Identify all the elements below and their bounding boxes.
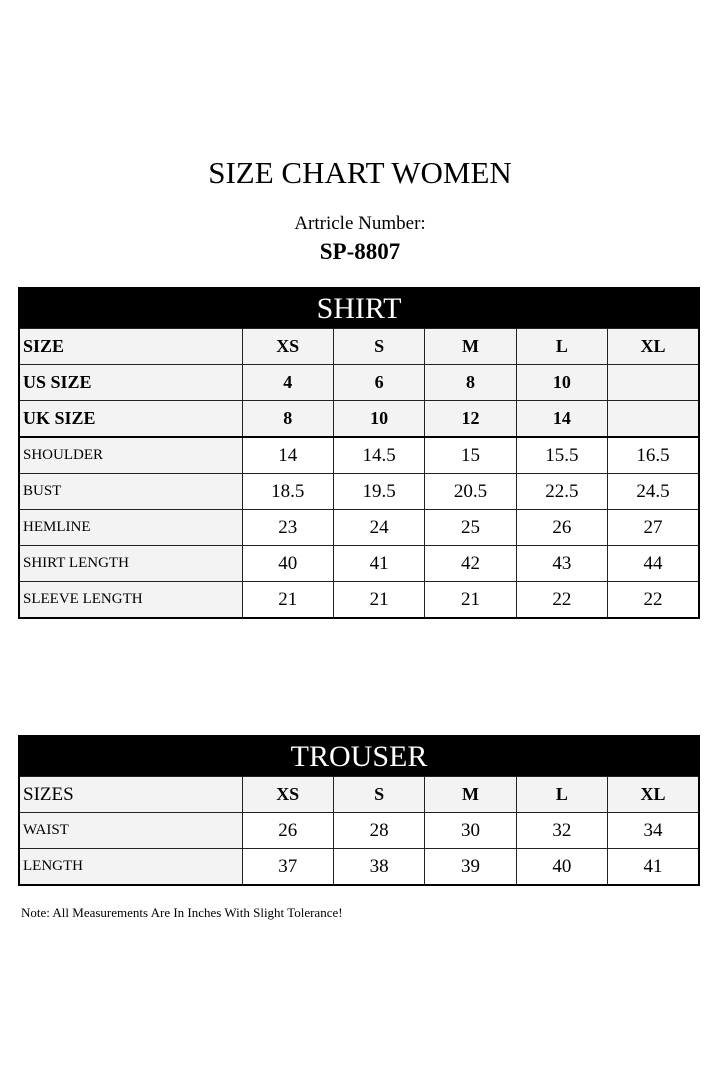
size-cell: 32 [515, 812, 609, 849]
size-cell: 16.5 [607, 436, 700, 474]
size-cell: 41 [332, 545, 426, 582]
row-label: LENGTH [18, 848, 243, 886]
size-cell: 26 [515, 509, 609, 546]
size-cell: 10 [515, 364, 609, 401]
size-cell: M [424, 328, 517, 365]
size-cell: 8 [241, 400, 334, 438]
size-cell: 40 [515, 848, 609, 886]
size-cell: 10 [332, 400, 426, 438]
size-cell: M [424, 776, 517, 813]
size-cell: 15 [424, 436, 517, 474]
size-cell: XS [241, 328, 334, 365]
size-cell: 20.5 [424, 473, 517, 510]
size-cell: 34 [607, 812, 700, 849]
table-row: US SIZE 4 6 8 10 [18, 364, 700, 401]
table-row: WAIST 26 28 30 32 34 [18, 812, 700, 849]
size-cell: S [332, 776, 426, 813]
trouser-heading: TROUSER [19, 736, 699, 777]
size-cell: 25 [424, 509, 517, 546]
row-label: UK SIZE [18, 400, 243, 438]
shirt-size-table: SHIRT SIZE XS S M L XL US SIZE 4 6 8 10 UK SIZE 8 10 1… [18, 287, 700, 619]
size-cell: 4 [241, 364, 334, 401]
size-cell: 19.5 [332, 473, 426, 510]
size-cell: 24 [332, 509, 426, 546]
row-label: SHIRT LENGTH [18, 545, 243, 582]
size-cell: 8 [424, 364, 517, 401]
size-cell: S [332, 328, 426, 365]
row-label: BUST [18, 473, 243, 510]
size-cell: L [515, 776, 609, 813]
size-cell: XS [241, 776, 334, 813]
article-number: SP-8807 [319, 239, 401, 264]
row-label: SLEEVE LENGTH [18, 581, 243, 619]
table-row: SIZES XS S M L XL [18, 776, 700, 813]
size-cell: 15.5 [515, 436, 609, 474]
size-cell: 14.5 [332, 436, 426, 474]
table-row: SIZE XS S M L XL [18, 328, 700, 365]
measurement-note: Note: All Measurements Are In Inches Wit… [21, 905, 343, 920]
row-label: SIZES [18, 776, 243, 813]
table-row: HEMLINE 23 24 25 26 27 [18, 509, 700, 546]
size-cell: 22 [515, 581, 609, 619]
size-cell: 40 [241, 545, 334, 582]
size-cell: 12 [424, 400, 517, 438]
row-label: WAIST [18, 812, 243, 849]
size-cell: 22 [607, 581, 700, 619]
size-cell: 38 [332, 848, 426, 886]
size-cell: 22.5 [515, 473, 609, 510]
table-row: SLEEVE LENGTH 21 21 21 22 22 [18, 581, 700, 619]
size-cell: 41 [607, 848, 700, 886]
article-number-label: Artricle Number: [294, 213, 426, 234]
size-cell: XL [607, 776, 700, 813]
size-cell: 23 [241, 509, 334, 546]
size-cell: 6 [332, 364, 426, 401]
size-cell: XL [607, 328, 700, 365]
page-title: SIZE CHART WOMEN [208, 155, 512, 190]
size-cell [607, 400, 700, 438]
size-cell: 37 [241, 848, 334, 886]
size-cell: 42 [424, 545, 517, 582]
size-cell: 21 [424, 581, 517, 619]
size-cell: 27 [607, 509, 700, 546]
size-cell: L [515, 328, 609, 365]
size-cell: 44 [607, 545, 700, 582]
size-cell: 21 [241, 581, 334, 619]
size-cell: 18.5 [241, 473, 334, 510]
size-cell: 26 [241, 812, 334, 849]
table-row: SHOULDER 14 14.5 15 15.5 16.5 [18, 436, 700, 474]
size-cell: 43 [515, 545, 609, 582]
table-row: BUST 18.5 19.5 20.5 22.5 24.5 [18, 473, 700, 510]
table-row: SHIRT LENGTH 40 41 42 43 44 [18, 545, 700, 582]
row-label: SHOULDER [18, 436, 243, 474]
row-label: US SIZE [18, 364, 243, 401]
size-cell: 28 [332, 812, 426, 849]
size-cell: 14 [515, 400, 609, 438]
size-cell [607, 364, 700, 401]
size-cell: 14 [241, 436, 334, 474]
table-row: UK SIZE 8 10 12 14 [18, 400, 700, 438]
size-cell: 30 [424, 812, 517, 849]
size-cell: 39 [424, 848, 517, 886]
table-row: LENGTH 37 38 39 40 41 [18, 848, 700, 886]
size-cell: 21 [332, 581, 426, 619]
shirt-heading: SHIRT [19, 288, 699, 329]
row-label: SIZE [18, 328, 243, 365]
row-label: HEMLINE [18, 509, 243, 546]
size-cell: 24.5 [607, 473, 700, 510]
trouser-size-table: TROUSER SIZES XS S M L XL WAIST 26 28 30 32 34 LENGT… [18, 735, 700, 886]
